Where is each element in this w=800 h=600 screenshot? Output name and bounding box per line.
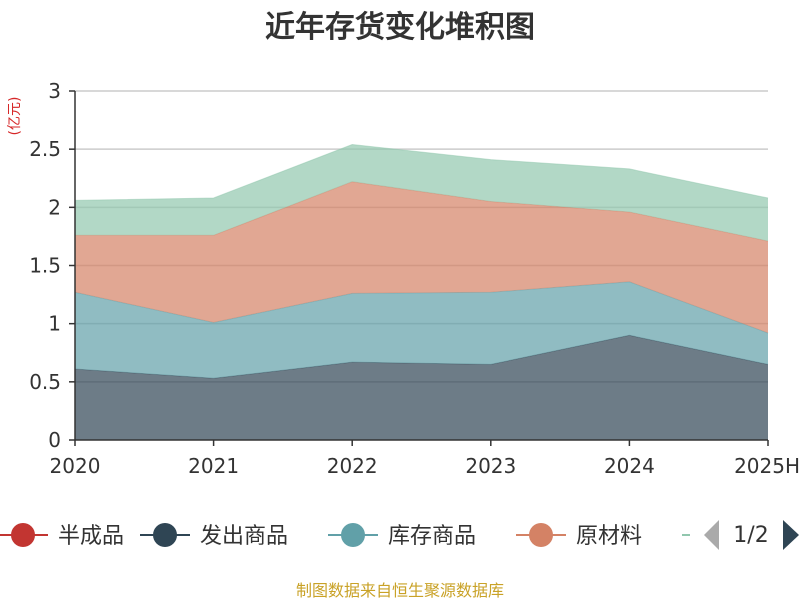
y-tick-label: 1 [48,312,61,336]
y-tick-label: 0 [48,428,61,452]
legend-page-indicator: 1/2 [733,523,768,548]
y-axis-ticks: 0 0.5 1 1.5 2 2.5 3 [29,79,75,452]
source-note: 制图数据来自恒生聚源数据库 [296,581,504,600]
area-edge-series-2 [74,281,769,334]
legend-circle-icon [529,523,553,547]
legend-circle-icon [11,523,35,547]
legend-label: 半成品 [58,524,124,549]
y-axis-unit-label: (亿元) [7,97,23,136]
y-tick-label: 0.5 [29,370,61,394]
legend-label: 原材料 [576,524,642,549]
area-edge-series-4 [74,143,769,201]
stacked-areas [74,143,769,441]
area-series-2 [75,281,768,379]
x-tick-label: 2025H [734,454,800,478]
y-tick-label: 1.5 [29,254,61,278]
legend-label: 发出商品 [200,524,288,549]
x-tick-label: 2023 [465,454,516,478]
area-series-3 [75,181,768,333]
legend-item-3[interactable]: 原材料 [516,523,642,549]
area-series-1 [75,335,768,440]
x-tick-label: 2020 [50,454,101,478]
legend-item-2[interactable]: 库存商品 [328,523,476,549]
x-tick-label: 2022 [327,454,378,478]
triangle-left-icon[interactable] [704,520,719,550]
legend-item-1[interactable]: 发出商品 [140,523,288,549]
chart-title: 近年存货变化堆积图 [265,10,535,45]
y-tick-label: 2 [48,195,61,219]
legend: 半成品 发出商品 库存商品 原材料 [0,523,690,549]
area-series-4 [75,144,768,242]
legend-item-0[interactable]: 半成品 [0,523,124,549]
y-tick-label: 2.5 [29,137,61,161]
x-tick-label: 2021 [188,454,239,478]
triangle-right-icon[interactable] [783,520,799,550]
x-tick-label: 2024 [604,454,655,478]
legend-circle-icon [153,523,177,547]
x-axis-ticks: 2020 2021 2022 2023 2024 2025H [50,440,800,478]
legend-pager: 1/2 [704,520,799,550]
y-tick-label: 3 [48,79,61,103]
legend-circle-icon [341,523,365,547]
legend-label: 库存商品 [388,524,476,549]
